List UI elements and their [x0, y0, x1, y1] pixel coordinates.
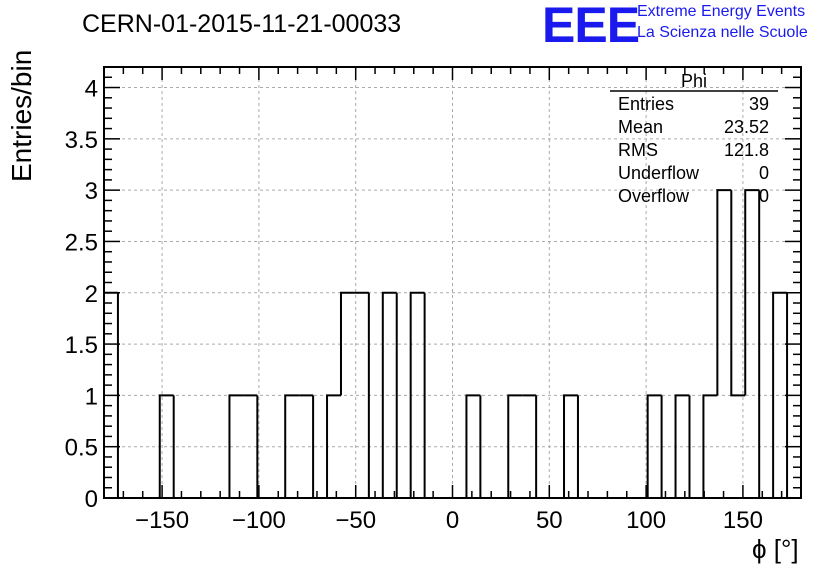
histogram-bin [563, 394, 578, 498]
x-tick-label: −150 [135, 507, 189, 534]
grid-lines [104, 67, 801, 499]
y-tick-label: 3.5 [65, 127, 98, 154]
x-tick-label: 50 [536, 507, 563, 534]
histogram-bin [465, 394, 481, 498]
eee-logo: EEE [542, 0, 640, 53]
histogram-bin [702, 394, 718, 498]
histogram-bin [409, 291, 425, 498]
stats-label: Mean [618, 117, 663, 137]
histogram-bin [507, 394, 523, 498]
histogram-bin [326, 394, 341, 498]
y-tick-label: 0 [85, 486, 98, 513]
y-tick-label: 1 [85, 383, 98, 410]
histogram-bin [688, 395, 704, 499]
histogram-bin [646, 394, 662, 498]
stats-label: RMS [618, 140, 658, 160]
x-tick-label: −50 [335, 507, 376, 534]
logo-line-2: La Scienza nelle Scuole [637, 24, 808, 41]
histogram-bin [256, 395, 272, 499]
histogram-bin [716, 189, 732, 396]
y-tick-label: 4 [85, 76, 98, 103]
stats-value: 0 [759, 163, 769, 183]
stats-value: 121.8 [724, 140, 769, 160]
histogram-bin [381, 291, 397, 498]
x-axis-label: ϕ [°] [752, 534, 799, 564]
histogram-bin [772, 291, 788, 498]
y-tick-label: 1.5 [65, 332, 98, 359]
axes: −150 −100 −50 0 50 100 150 0 0.5 1 1.5 2 2.5 3 3.5 4 [65, 66, 802, 534]
logo-line-1: Extreme Energy Events [637, 3, 806, 20]
stats-title: Phi [681, 71, 707, 91]
histogram-bin [744, 189, 760, 396]
run-title: CERN-01-2015-11-21-00033 [82, 10, 402, 38]
x-tick-label: 0 [446, 507, 459, 534]
stats-value: 0 [759, 186, 769, 206]
histogram-bin [339, 291, 355, 396]
histogram-bin [674, 394, 690, 498]
histogram-bin [172, 395, 188, 499]
stats-label: Entries [618, 94, 674, 114]
stats-value: 39 [749, 94, 769, 114]
x-tick-label: 100 [626, 507, 666, 534]
x-tick-label: −100 [232, 507, 286, 534]
histogram-bin [284, 394, 300, 498]
y-tick-label: 3 [85, 178, 98, 205]
stats-value: 23.52 [724, 117, 769, 137]
y-tick-label: 2 [85, 281, 98, 308]
stats-label: Underflow [618, 163, 700, 183]
stats-label: Overflow [618, 186, 690, 206]
histogram-bin [730, 190, 746, 397]
histogram-bin [158, 394, 174, 498]
stats-box: Phi Entries 39 Mean 23.52 RMS 121.8 Underflow 0 O… [610, 71, 778, 206]
y-tick-label: 2.5 [65, 229, 98, 256]
histogram-bin [228, 394, 244, 498]
y-tick-label: 0.5 [65, 435, 98, 462]
x-tick-label: 150 [723, 507, 763, 534]
